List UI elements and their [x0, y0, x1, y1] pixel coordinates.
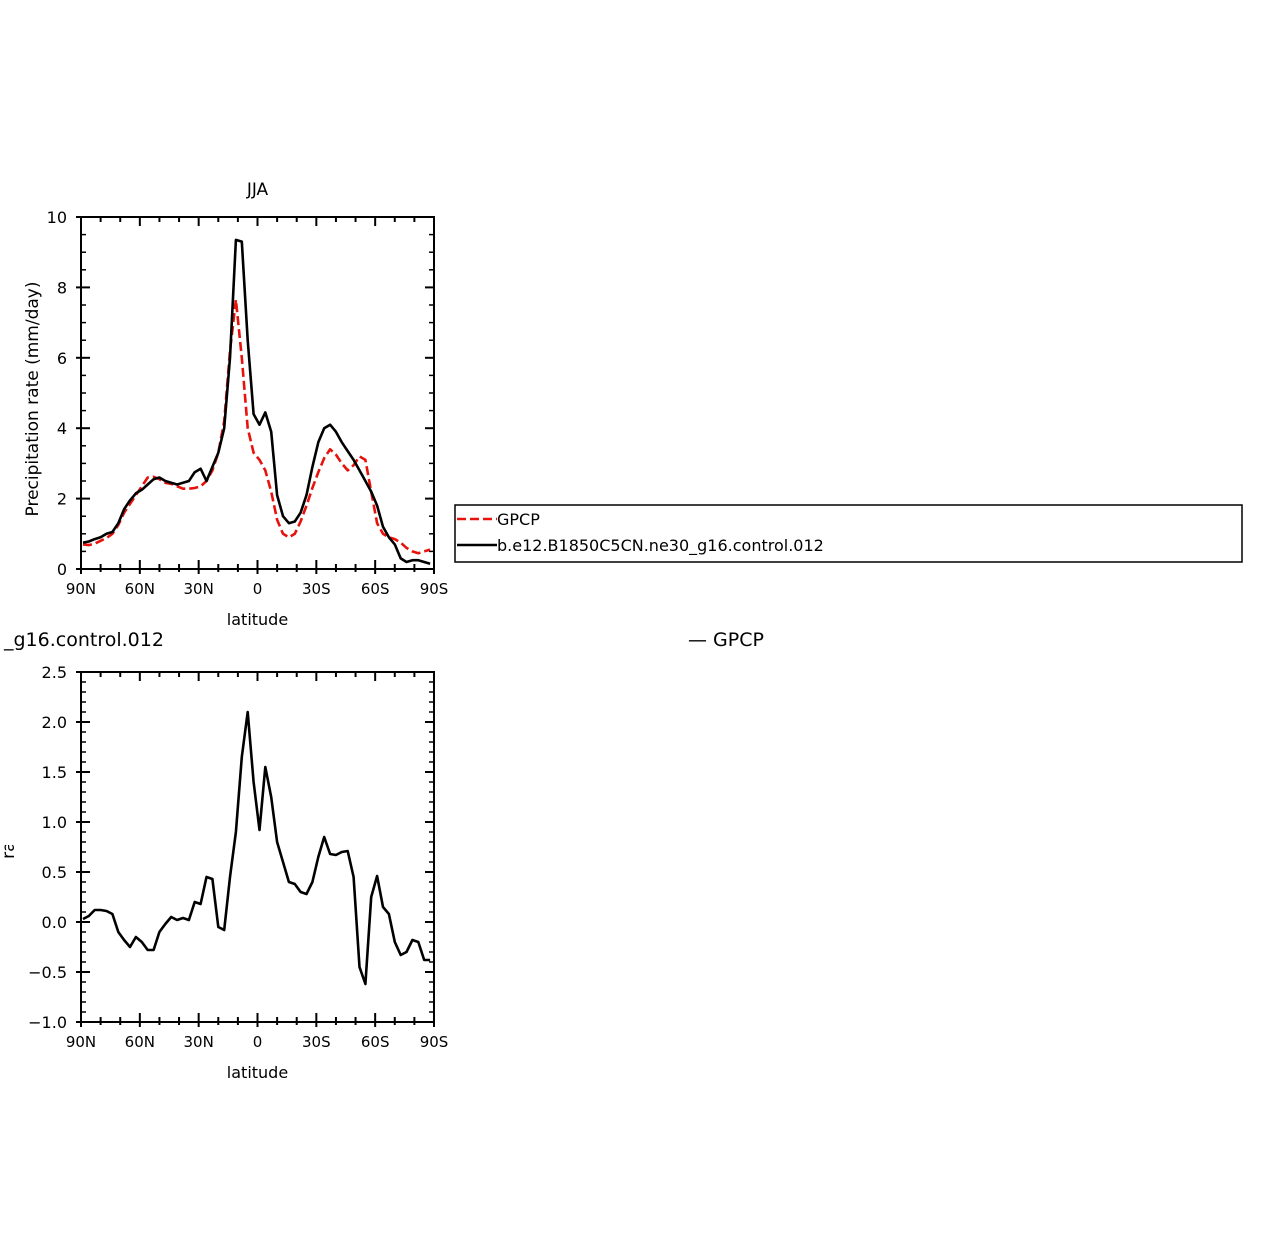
- x-tick-label: 90S: [420, 580, 449, 598]
- x-tick-label: 30N: [184, 580, 214, 598]
- y-tick-label: 4: [57, 419, 67, 438]
- x-tick-label: 60S: [361, 1033, 390, 1051]
- y-tick-label: 2: [57, 490, 67, 509]
- x-tick-label: 60S: [361, 580, 390, 598]
- chart-title-right: — GPCP: [688, 629, 764, 651]
- x-axis-label: latitude: [227, 610, 288, 629]
- y-tick-label: −0.5: [28, 963, 67, 982]
- chart-title: JJA: [246, 180, 269, 200]
- y-tick-label: 1.5: [42, 763, 67, 782]
- x-tick-label: 0: [253, 1033, 263, 1051]
- y-tick-label: 8: [57, 278, 67, 297]
- y-tick-label: 0.0: [42, 913, 67, 932]
- x-tick-label: 90S: [420, 1033, 449, 1051]
- x-tick-label: 0: [253, 580, 263, 598]
- series-line-1: [82, 710, 431, 986]
- x-tick-label: 30N: [184, 1033, 214, 1051]
- x-tick-label: 60N: [125, 1033, 155, 1051]
- y-tick-label: −1.0: [28, 1013, 67, 1032]
- y-tick-label: 10: [47, 208, 67, 227]
- series-line-2: [82, 238, 431, 565]
- legend-entry: GPCP: [497, 510, 540, 529]
- x-tick-label: 30S: [302, 580, 331, 598]
- x-tick-label: 30S: [302, 1033, 331, 1051]
- y-axis-label: Precipitation rate (mm/day): [0, 736, 19, 971]
- x-tick-label: 90N: [66, 1033, 96, 1051]
- y-tick-label: 1.0: [42, 813, 67, 832]
- y-tick-label: 2.5: [42, 663, 67, 682]
- y-axis-label: Precipitation rate (mm/day): [23, 282, 43, 517]
- x-axis-label: latitude: [227, 1063, 288, 1082]
- series-line-1: [82, 298, 431, 555]
- x-tick-label: 60N: [125, 580, 155, 598]
- legend-box: [454, 504, 1243, 563]
- y-tick-label: 6: [57, 349, 67, 368]
- top-panel: 90N 60N 30N 0 30S 60S 90S 0 2 4 6 8 10 JJA latitude Pre…: [23, 180, 1243, 629]
- chart-title: _g16.control.012: [3, 629, 164, 651]
- y-tick-label: 0: [57, 560, 67, 579]
- legend-entry: b.e12.B1850C5CN.ne30_g16.control.012: [497, 536, 824, 556]
- y-tick-label: 2.0: [42, 713, 67, 732]
- legend: GPCP b.e12.B1850C5CN.ne30_g16.control.012: [454, 504, 1243, 563]
- bottom-panel: 90N 60N 30N 0 30S 60S 90S −1.0 −0.5 0.0 0.5 1.0 1.5 2…: [0, 629, 764, 1082]
- plot-frame: [80, 671, 435, 1023]
- y-tick-label: 0.5: [42, 863, 67, 882]
- x-tick-label: 90N: [66, 580, 96, 598]
